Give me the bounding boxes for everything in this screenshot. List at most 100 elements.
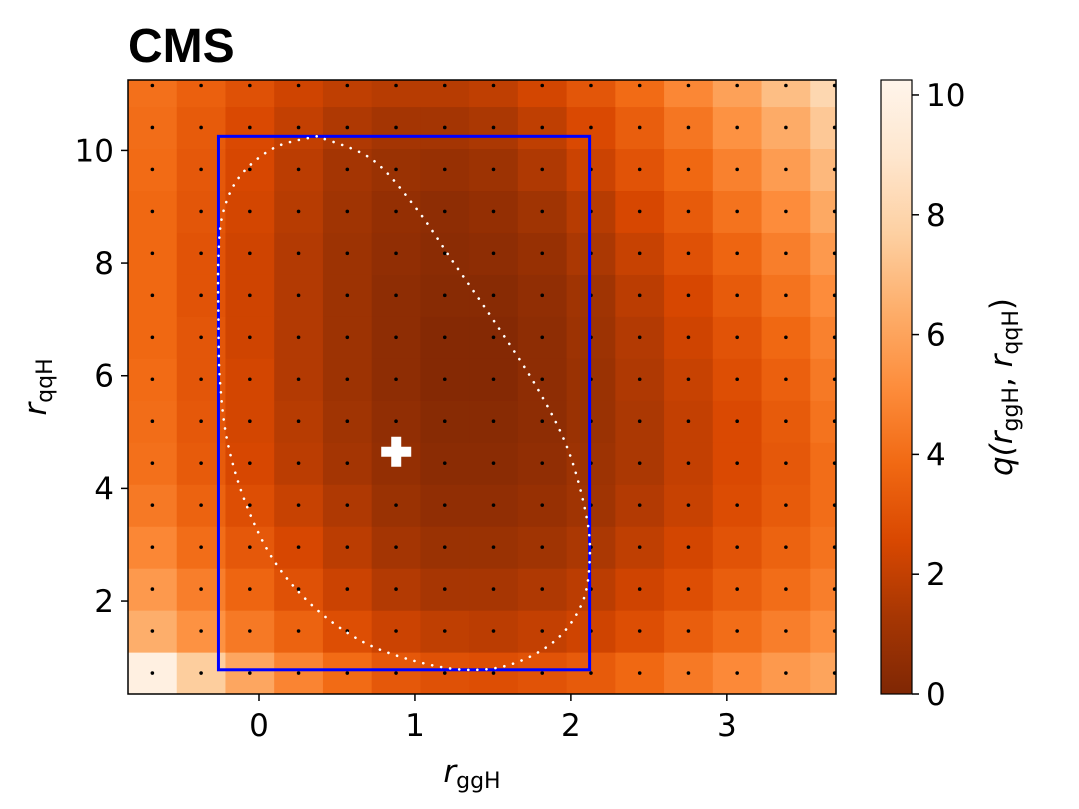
scan-point [686,419,691,424]
scan-point [296,461,301,465]
scan-point [686,503,691,507]
scan-point [296,251,301,256]
scan-point [540,167,545,172]
scan-point [686,167,691,172]
scan-point [784,545,788,549]
scan-point [248,671,252,675]
scan-point [686,545,691,549]
scan-point [832,503,836,507]
heatmap-cell [810,610,836,653]
heatmap-cell [810,23,859,66]
y-tick-label: 4 [94,471,114,507]
scan-point [589,125,593,130]
scan-point [150,251,155,256]
x-axis-label: rggH [443,754,500,794]
heatmap-cell [810,442,836,485]
colorbar-label-r2: r [984,352,1020,367]
colorbar-tick-label: 4 [926,437,946,473]
scan-point [637,251,642,256]
heatmap-cell [810,652,836,694]
scan-point [686,671,691,675]
colorbar-tick-label: 0 [926,677,946,713]
heatmap-cell [372,23,421,66]
scan-point [199,419,203,424]
scan-point [150,419,155,424]
scan-point [637,167,642,172]
scan-point [394,335,398,340]
scan-point [345,335,350,340]
scan-point [735,461,739,465]
scan-point [735,83,739,88]
scan-point [492,42,496,46]
scan-point [637,377,642,382]
scan-point [248,251,252,256]
heatmap-cell [664,23,713,66]
heatmap-cell [810,106,836,150]
scan-point [442,461,447,465]
scan-point [199,335,203,340]
scan-point [637,419,642,424]
scan-point [589,83,593,88]
scan-point [540,293,545,298]
colorbar-label-sub1: ggH [999,387,1024,431]
scan-point [735,503,739,507]
scan-point [784,503,788,507]
heatmap-cell [810,358,836,401]
scan-point [442,671,447,675]
scan-point [199,209,203,214]
scan-point [345,125,350,130]
scan-point [248,629,252,633]
scan-point [442,293,447,298]
colorbar-axis: 0 2 4 6 8 10 [912,78,965,713]
scan-point [296,335,301,340]
scan-point [832,377,836,382]
scan-point [248,587,252,591]
colorbar-label-comma: , [984,367,1020,387]
heatmap [128,23,859,694]
scan-point [589,671,593,675]
scan-point [686,125,691,130]
scan-point [491,629,496,633]
scan-point [784,83,788,88]
scan-point [345,587,350,591]
scan-point [345,503,350,507]
scan-point [832,251,836,256]
heatmap-cell [810,526,836,569]
scan-point [442,587,447,591]
scan-point [540,42,544,46]
scan-point [735,167,739,172]
scan-point [199,125,203,130]
scan-point [394,503,398,507]
scan-point [199,671,203,675]
scan-point [637,587,642,591]
scan-point [248,461,252,465]
x-tick-label: 0 [249,708,269,744]
scan-point [296,419,301,424]
scan-point [443,42,447,46]
heatmap-cell [810,568,836,611]
scan-point [199,167,203,172]
scan-point [199,461,203,465]
scan-point [296,293,301,298]
heatmap-cell [615,23,664,66]
scan-point [150,629,155,633]
scan-point [150,545,155,549]
scan-point [248,545,252,549]
scan-point [199,83,203,88]
scan-point [784,335,788,340]
scan-point [540,545,545,549]
scan-point [784,461,788,465]
scan-point [491,293,496,298]
scan-point [248,42,252,46]
scan-point [248,209,252,214]
scan-point [150,83,155,88]
scan-point [832,671,836,675]
scan-point [735,335,739,340]
scan-point [491,587,496,591]
y-tick-label: 8 [94,246,114,282]
heatmap-cell [323,23,372,66]
scan-point [345,377,350,382]
scan-point [150,209,155,214]
scan-point [199,629,203,633]
